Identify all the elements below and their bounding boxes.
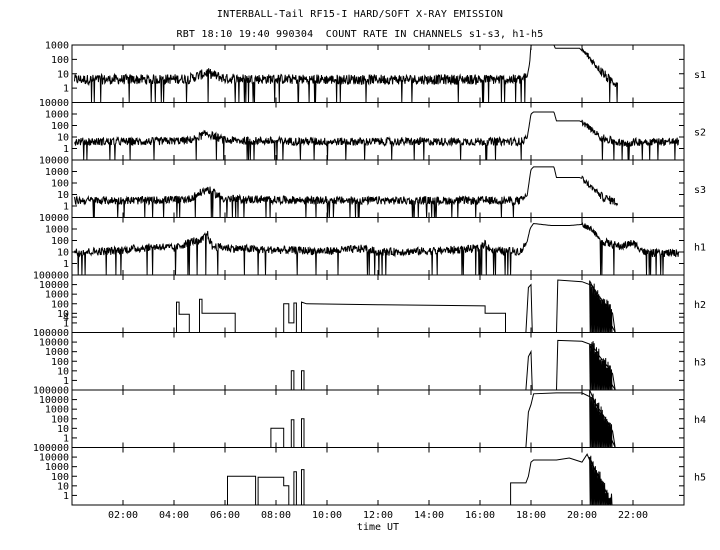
y-tick-label-h2: 100 bbox=[51, 299, 69, 310]
y-tick-label-s3: 100 bbox=[51, 179, 69, 190]
y-tick-label-h5: 100000 bbox=[33, 443, 69, 454]
y-tick-label-h3: 100 bbox=[51, 357, 69, 368]
chart-title: INTERBALL-Tail RF15-I HARD/SOFT X-RAY EM… bbox=[216, 9, 504, 20]
y-tick-label-s2: 10000 bbox=[39, 98, 69, 109]
series-line-h5 bbox=[227, 453, 613, 506]
series-line-h4 bbox=[270, 389, 616, 448]
y-tick-label-s2: 1000 bbox=[45, 110, 69, 121]
y-tick-label-h4: 100 bbox=[51, 414, 69, 425]
y-tick-label-h1: 10 bbox=[57, 248, 69, 259]
y-tick-label-h5: 10000 bbox=[39, 453, 69, 464]
y-tick-label-h4: 1 bbox=[63, 433, 69, 444]
y-tick-label-h3: 100000 bbox=[33, 328, 69, 339]
y-tick-label-h4: 1000 bbox=[45, 405, 69, 416]
y-tick-label-h3: 10 bbox=[57, 366, 69, 377]
channel-label-s3: s3 bbox=[694, 185, 706, 196]
y-tick-label-h4: 100000 bbox=[33, 386, 69, 397]
y-tick-label-h2: 10000 bbox=[39, 280, 69, 291]
x-tick-label: 22:00 bbox=[618, 510, 648, 521]
y-tick-label-s1: 1000 bbox=[45, 41, 69, 52]
series-line-h3 bbox=[290, 339, 616, 391]
panel-s1: 1 10 100 1000 s1 bbox=[45, 41, 706, 103]
y-tick-label-s1: 10 bbox=[57, 69, 69, 80]
y-tick-label-s2: 10 bbox=[57, 133, 69, 144]
x-tick-label: 06:00 bbox=[210, 510, 240, 521]
y-tick-label-h5: 1 bbox=[63, 491, 69, 502]
series-line-s3 bbox=[74, 166, 618, 218]
y-tick-label-h1: 1000 bbox=[45, 225, 69, 236]
channel-label-h3: h3 bbox=[694, 357, 706, 368]
series-line-s2 bbox=[74, 111, 680, 161]
y-tick-label-h5: 100 bbox=[51, 472, 69, 483]
series-line-h2 bbox=[176, 279, 616, 333]
x-tick-label: 18:00 bbox=[516, 510, 546, 521]
x-tick-label: 08:00 bbox=[261, 510, 291, 521]
x-tick-label: 04:00 bbox=[159, 510, 189, 521]
y-tick-label-h4: 10000 bbox=[39, 395, 69, 406]
y-tick-label-h1: 1 bbox=[63, 259, 69, 270]
y-tick-label-s1: 1 bbox=[63, 84, 69, 95]
y-tick-label-s3: 10000 bbox=[39, 156, 69, 167]
y-tick-label-h2: 10 bbox=[57, 309, 69, 320]
y-tick-label-s2: 100 bbox=[51, 121, 69, 132]
x-tick-label: 20:00 bbox=[567, 510, 597, 521]
y-tick-label-h1: 100 bbox=[51, 236, 69, 247]
y-tick-label-s3: 1 bbox=[63, 202, 69, 213]
y-tick-label-s3: 1000 bbox=[45, 167, 69, 178]
chart-subtitle: RBT 18:10 19:40 990304 COUNT RATE IN CHA… bbox=[176, 29, 544, 40]
y-tick-label-h2: 100000 bbox=[33, 271, 69, 282]
channel-label-h2: h2 bbox=[694, 300, 706, 311]
y-tick-label-h5: 10 bbox=[57, 481, 69, 492]
channel-label-s2: s2 bbox=[694, 127, 706, 138]
x-tick-label: 10:00 bbox=[312, 510, 342, 521]
y-tick-label-s2: 1 bbox=[63, 144, 69, 155]
x-tick-label: 14:00 bbox=[414, 510, 444, 521]
x-tick-label: 16:00 bbox=[465, 510, 495, 521]
series-line-h1 bbox=[74, 220, 680, 276]
x-axis: 02:00 04:00 06:00 08:00 10:00 12:00 14:00 16:00… bbox=[108, 510, 648, 521]
y-tick-label-h3: 1000 bbox=[45, 347, 69, 358]
y-tick-label-s3: 10 bbox=[57, 190, 69, 201]
x-tick-label: 12:00 bbox=[363, 510, 393, 521]
channel-label-h4: h4 bbox=[694, 415, 706, 426]
y-tick-label-h1: 10000 bbox=[39, 213, 69, 224]
x-axis-label: time UT bbox=[357, 522, 399, 533]
y-tick-label-h2: 1000 bbox=[45, 290, 69, 301]
y-tick-label-h4: 10 bbox=[57, 424, 69, 435]
channel-label-h5: h5 bbox=[694, 472, 706, 483]
y-tick-label-h2: 4 bbox=[63, 313, 69, 324]
y-tick-label-s1: 100 bbox=[51, 55, 69, 66]
channel-label-s1: s1 bbox=[694, 70, 706, 81]
channel-label-h1: h1 bbox=[694, 242, 706, 253]
y-tick-label-h2: 1 bbox=[63, 318, 69, 329]
series-line-s1 bbox=[74, 44, 618, 103]
y-tick-label-h3: 10000 bbox=[39, 338, 69, 349]
x-tick-label: 02:00 bbox=[108, 510, 138, 521]
y-tick-label-h3: 1 bbox=[63, 376, 69, 387]
y-tick-label-h5: 1000 bbox=[45, 462, 69, 473]
panels-group: 1101001000s1110100100010000s211010010001… bbox=[33, 41, 706, 506]
